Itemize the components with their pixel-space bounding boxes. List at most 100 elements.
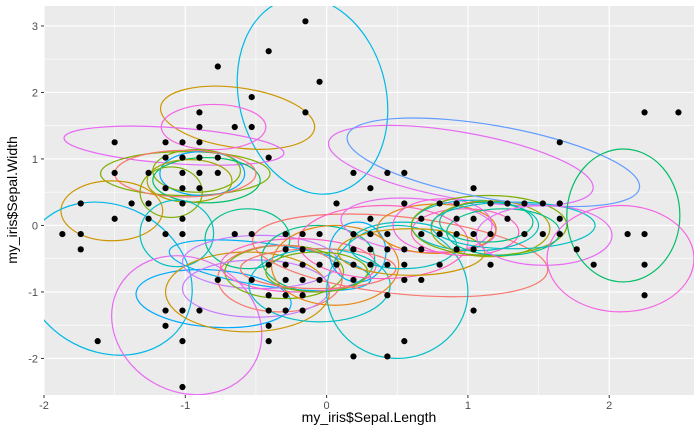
cluster-ellipse [297,204,469,280]
x-tick-label: -1 [180,400,190,412]
data-point [384,261,391,268]
data-point [162,154,169,161]
data-point [94,338,101,345]
cluster-ellipse [152,157,261,204]
ellipse-layer [44,6,694,395]
data-point [521,200,528,207]
data-point [384,353,391,360]
data-point [384,169,391,177]
cluster-ellipse [546,204,694,313]
data-point [179,200,186,207]
data-point [675,109,682,116]
data-point [214,63,221,70]
data-point [521,230,528,238]
data-point [179,307,186,314]
data-point [367,215,374,222]
data-point [401,200,408,207]
data-point [418,230,425,238]
data-point [282,292,289,299]
data-point [299,261,306,268]
data-point [265,292,272,299]
data-point [282,307,289,314]
data-point [282,276,289,284]
data-point [231,123,238,131]
data-point [179,185,186,192]
data-point [487,230,494,238]
data-point [418,276,425,284]
data-point [573,246,580,253]
data-point [162,185,169,192]
data-point [539,230,546,238]
data-point [401,246,408,253]
data-point [265,154,272,161]
data-point [556,139,563,146]
data-point [367,246,374,253]
data-point [590,261,597,268]
data-point [59,230,66,238]
cluster-ellipse [139,166,203,219]
data-point [350,276,357,284]
data-point [384,246,391,253]
data-point [367,185,374,192]
data-point [350,230,357,238]
cluster-ellipse [236,6,389,195]
data-point [214,154,221,161]
data-point [470,246,477,253]
cluster-ellipse [265,251,369,293]
data-point [299,292,306,299]
cluster-ellipse [410,208,520,256]
data-point [624,230,631,238]
data-point [282,261,289,268]
data-point [453,200,460,207]
data-point [196,169,203,177]
data-point [539,200,546,207]
data-point [179,338,186,345]
data-point [302,109,309,116]
data-point [453,246,460,253]
x-tick-label: -2 [39,400,49,412]
y-tick-label: -2 [28,353,38,365]
data-point [333,261,340,268]
data-point [179,169,186,177]
data-point [316,276,323,284]
cluster-ellipse [99,151,271,197]
data-point [265,338,272,345]
data-point [248,230,255,238]
x-axis: -2 -1 0 1 2 [39,395,612,412]
data-point [282,246,289,253]
cluster-ellipse [159,85,316,150]
data-point [350,169,357,177]
data-point [299,307,306,314]
y-tick-label: 2 [32,87,38,99]
data-point [248,93,255,101]
data-point [162,230,169,238]
cluster-ellipse [251,213,549,298]
data-point [487,261,494,268]
data-point [162,322,169,329]
data-point [556,215,563,222]
data-point [470,230,477,238]
data-point [179,215,186,222]
data-point [418,246,425,253]
data-point [470,307,477,314]
data-point [162,307,169,314]
data-point [487,200,494,207]
cluster-ellipse [135,268,292,329]
data-point [145,200,152,207]
data-point [299,246,306,253]
data-point [350,353,357,360]
data-point [77,246,84,253]
data-point [179,230,186,238]
data-point [179,154,186,161]
cluster-ellipse [326,224,469,360]
x-tick-label: 2 [606,400,612,412]
data-point [401,261,408,268]
data-point [265,261,272,268]
data-point [196,123,203,131]
data-point [162,139,169,146]
data-point [77,200,84,207]
cluster-ellipse [566,148,681,283]
data-point [145,169,152,177]
data-point [302,18,309,25]
data-point [367,230,374,238]
